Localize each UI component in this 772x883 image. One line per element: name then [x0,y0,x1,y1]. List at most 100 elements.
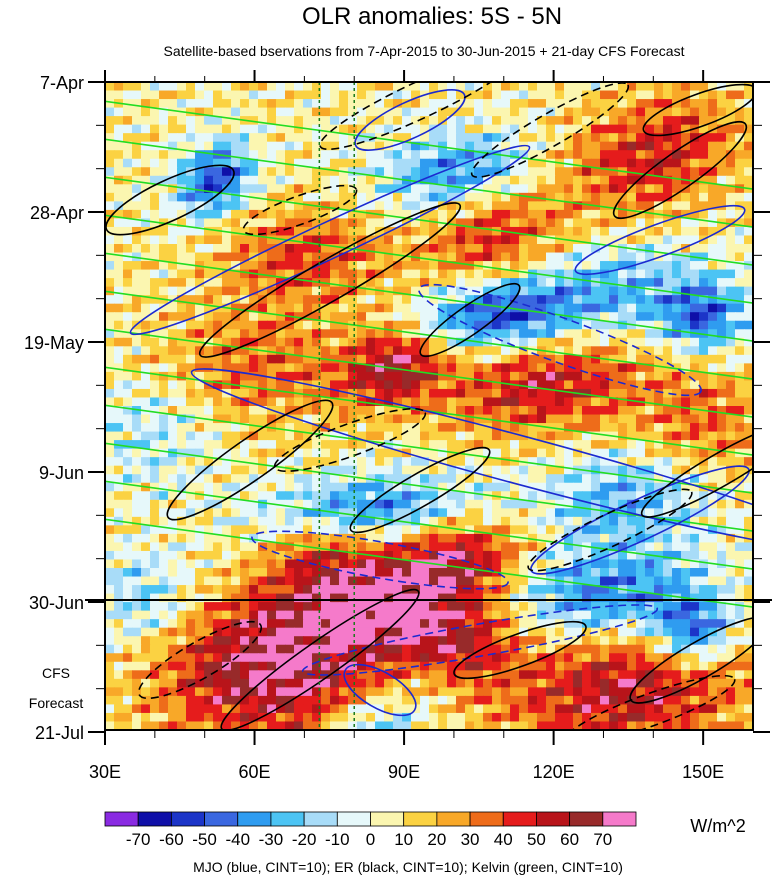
heatmap-cell [339,653,349,663]
heatmap-cell [258,209,268,220]
heatmap-cell [204,533,214,544]
heatmap-cell [564,525,574,535]
heatmap-cell [123,516,133,526]
heatmap-cell [249,525,259,535]
heatmap-cell [402,261,412,271]
heatmap-cell [456,602,466,612]
heatmap-cell [582,576,592,586]
heatmap-cell [114,167,124,177]
heatmap-cell [438,252,448,262]
heatmap-cell [177,388,187,399]
heatmap-cell [600,559,610,569]
heatmap-cell [690,619,700,629]
heatmap-cell [159,474,169,484]
heatmap-cell [177,508,187,518]
heatmap-cell [132,550,142,561]
heatmap-cell [231,303,241,313]
heatmap-cell [465,261,475,271]
heatmap-cell [573,337,583,347]
heatmap-cell [348,107,358,117]
heatmap-cell [420,363,430,373]
heatmap-cell [240,124,250,134]
heatmap-cell [501,482,511,492]
heatmap-cell [150,363,160,373]
heatmap-cell [132,440,142,450]
heatmap-cell [330,448,340,458]
heatmap-cell [438,482,448,492]
heatmap-cell [168,499,178,509]
heatmap-cell [645,568,655,578]
heatmap-cell [726,303,736,313]
heatmap-cell [618,320,628,330]
heatmap-cell [141,90,151,100]
heatmap-cell [492,303,502,313]
heatmap-cell [159,525,169,535]
heatmap-cell [231,286,241,296]
heatmap-cell [141,457,151,467]
heatmap-cell [591,585,601,595]
heatmap-cell [537,90,547,100]
heatmap-cell [654,90,664,100]
heatmap-cell [276,627,286,637]
heatmap-cell [348,312,358,322]
heatmap-cell [474,499,484,509]
heatmap-cell [573,508,583,518]
heatmap-cell [537,627,547,637]
heatmap-cell [492,261,502,271]
heatmap-cell [393,133,403,143]
heatmap-cell [447,559,457,569]
heatmap-cell [546,508,556,518]
heatmap-cell [726,150,736,160]
heatmap-cell [456,644,466,654]
heatmap-cell [249,107,259,117]
heatmap-cell [492,602,502,612]
heatmap-cell [186,474,196,484]
heatmap-cell [447,593,457,603]
heatmap-cell [204,516,214,526]
heatmap-cell [384,133,394,143]
heatmap-cell [267,175,277,185]
heatmap-cell [627,354,637,364]
heatmap-cell [546,133,556,143]
heatmap-cell [285,133,295,143]
heatmap-cell [690,192,700,202]
heatmap-cell [276,209,286,220]
heatmap-cell [141,278,151,288]
heatmap-cell [114,278,124,288]
heatmap-cell [564,337,574,347]
heatmap-cell [285,141,295,151]
heatmap-cell [393,371,403,382]
heatmap-cell [708,320,718,330]
heatmap-cell [699,610,709,620]
heatmap-cell [510,653,520,663]
heatmap-cell [519,585,529,595]
heatmap-cell [555,440,565,450]
heatmap-cell [618,82,628,92]
heatmap-cell [708,329,718,339]
heatmap-cell [663,499,673,509]
heatmap-cell [600,107,610,117]
heatmap-cell [609,261,619,271]
heatmap-cell [582,218,592,228]
heatmap-cell [645,261,655,271]
heatmap-cell [465,474,475,484]
heatmap-cell [708,107,718,117]
heatmap-cell [537,619,547,629]
heatmap-cell [654,542,664,552]
heatmap-cell [339,363,349,373]
heatmap-cell [105,82,115,92]
heatmap-cell [159,380,169,390]
heatmap-cell [105,636,115,646]
heatmap-cell [519,337,529,347]
heatmap-cell [312,99,322,109]
heatmap-cell [726,516,736,526]
heatmap-cell [699,568,709,578]
heatmap-cell [537,252,547,262]
heatmap-cell [690,482,700,492]
heatmap-cell [645,423,655,433]
heatmap-cell [429,133,439,143]
heatmap-cell [519,269,529,279]
heatmap-cell [429,99,439,109]
heatmap-cell [375,124,385,134]
heatmap-cell [411,423,421,433]
